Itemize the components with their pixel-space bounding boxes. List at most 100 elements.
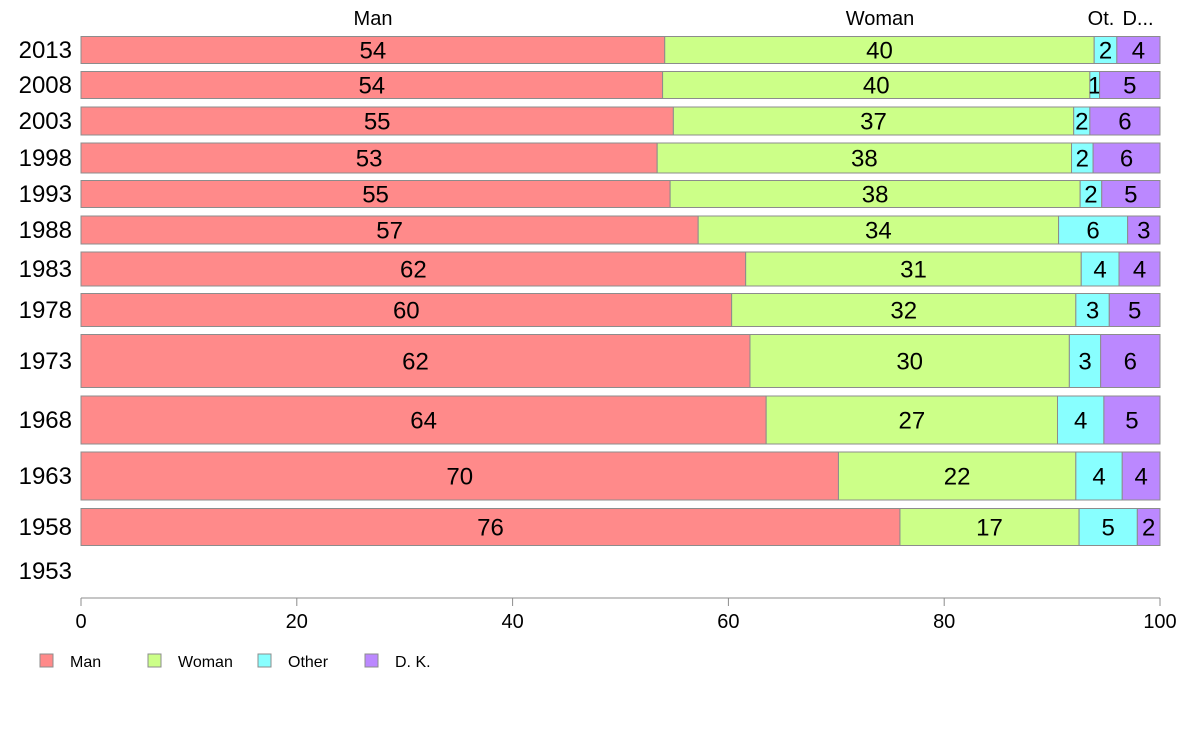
bar-segment	[80, 395, 767, 445]
bar-segment	[837, 451, 1077, 501]
y-tick-label: 1983	[19, 256, 72, 283]
top-label: Man	[354, 8, 393, 30]
data-label: 5	[1125, 408, 1138, 435]
x-tick-label: 0	[75, 611, 86, 633]
bar-segment	[80, 215, 699, 245]
bar-segment	[1101, 180, 1161, 208]
data-label: 2	[1075, 109, 1088, 136]
y-tick-label: 1973	[19, 348, 72, 375]
bar-segment	[1099, 71, 1161, 99]
y-tick-label: 1978	[19, 297, 72, 324]
top-labels: Man Woman Ot. D...	[354, 8, 1154, 30]
data-label: 5	[1124, 182, 1137, 209]
legend-swatch	[257, 653, 272, 668]
legend-label: Other	[288, 654, 329, 671]
data-label: 37	[860, 109, 887, 136]
y-tick-label: 2008	[19, 72, 72, 99]
data-label: 6	[1120, 146, 1133, 173]
data-label: 54	[358, 73, 385, 100]
data-label: 32	[890, 298, 917, 325]
bar-segment	[80, 451, 839, 501]
y-tick-label: 1993	[19, 181, 72, 208]
bar-segment	[1100, 334, 1161, 388]
data-label: 34	[865, 218, 892, 245]
data-label: 60	[393, 298, 420, 325]
bar-segment	[1103, 395, 1161, 445]
bar-segment	[1075, 293, 1110, 327]
bar-segment	[1089, 106, 1161, 136]
legend-label: Man	[70, 654, 101, 671]
x-tick-label: 20	[286, 611, 308, 633]
data-label: 55	[362, 182, 389, 209]
data-label: 4	[1132, 38, 1145, 65]
bar-segment	[80, 293, 733, 327]
legend: Man Woman Other D. K.	[39, 653, 431, 671]
y-tick-label: 1998	[19, 145, 72, 172]
legend-swatch	[147, 653, 162, 668]
data-label: 6	[1118, 109, 1131, 136]
data-label: 4	[1093, 257, 1106, 284]
bar-segment	[80, 334, 751, 388]
bar-segment	[1136, 508, 1161, 546]
bar-segment	[80, 180, 671, 208]
data-label: 64	[410, 408, 437, 435]
bar-segment	[672, 106, 1075, 136]
bar-segment	[1075, 451, 1123, 501]
data-label: 3	[1086, 298, 1099, 325]
bar-segment	[1056, 395, 1105, 445]
top-label: Woman	[846, 8, 915, 30]
bar-segment	[731, 293, 1077, 327]
data-label: 2	[1099, 38, 1112, 65]
legend-swatch	[39, 653, 54, 668]
data-label: 27	[898, 408, 925, 435]
bar-segment	[1116, 36, 1161, 64]
data-label: 62	[400, 257, 427, 284]
legend-label: Woman	[178, 654, 233, 671]
bar-segment	[1108, 293, 1161, 327]
data-label: 1	[1088, 73, 1101, 100]
x-axis: 0 20 40 60 80 100	[75, 597, 1177, 633]
data-label: 76	[477, 515, 504, 542]
y-tick-label: 1953	[19, 558, 72, 585]
data-label: 70	[446, 464, 473, 491]
x-tick-label: 100	[1143, 611, 1176, 633]
data-label: 3	[1078, 349, 1091, 376]
bar-segment	[80, 71, 664, 99]
data-label: 4	[1074, 408, 1087, 435]
y-axis-labels: 2013 2008 2003 1998 1993 1988 1983 1978 1973 1968…	[19, 37, 72, 585]
bar-segment	[80, 36, 666, 64]
bar-segment	[80, 142, 658, 174]
data-label: 2	[1076, 146, 1089, 173]
bar-segment	[80, 508, 901, 546]
y-tick-label: 1988	[19, 217, 72, 244]
data-label: 31	[900, 257, 927, 284]
y-tick-label: 1963	[19, 463, 72, 490]
bar-segment	[662, 71, 1091, 99]
data-label: 57	[376, 218, 403, 245]
data-label: 4	[1134, 464, 1147, 491]
y-tick-label: 2003	[19, 108, 72, 135]
data-label: 6	[1124, 349, 1137, 376]
data-label: 2	[1084, 182, 1097, 209]
bar-segment	[1118, 251, 1161, 287]
data-label: 30	[896, 349, 923, 376]
bar-segment	[1058, 215, 1129, 245]
data-label: 5	[1123, 73, 1136, 100]
data-label: 6	[1086, 218, 1099, 245]
data-label: 22	[944, 464, 971, 491]
top-label: D...	[1122, 8, 1153, 30]
bar-segment	[745, 251, 1082, 287]
bar-segment	[749, 334, 1070, 388]
y-tick-label: 1958	[19, 514, 72, 541]
bar-segment	[80, 106, 674, 136]
data-label: 38	[851, 146, 878, 173]
x-tick-label: 80	[933, 611, 955, 633]
bar-segment	[1080, 251, 1120, 287]
y-tick-label: 1968	[19, 407, 72, 434]
bar-segment	[1092, 142, 1161, 174]
bar-segment	[765, 395, 1058, 445]
data-label: 3	[1137, 218, 1150, 245]
bars: 54 40 2 454 40 1 555 37 2 653 38 2 655 38 2 557 34 6 362 31…	[80, 36, 1161, 546]
data-label: 5	[1102, 515, 1115, 542]
data-label: 4	[1092, 464, 1105, 491]
